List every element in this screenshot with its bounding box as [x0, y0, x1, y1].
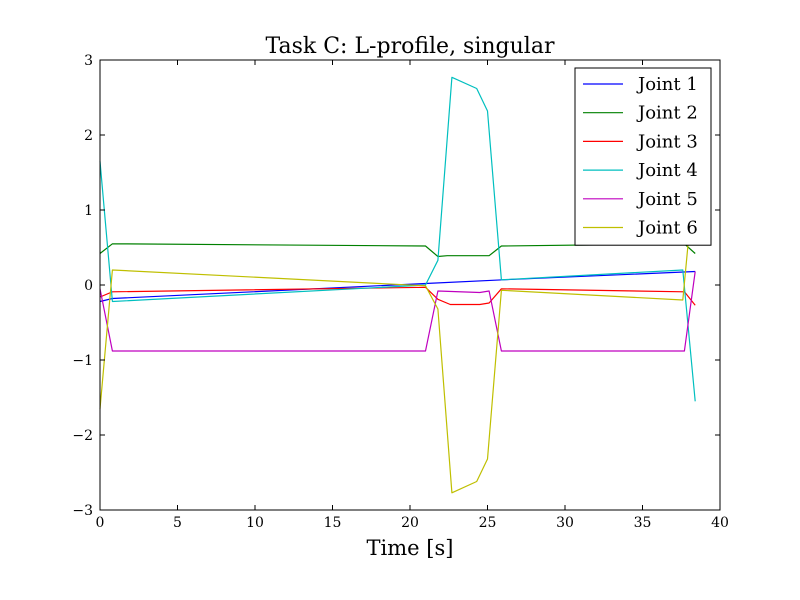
x-tick-label: 0	[96, 515, 105, 531]
plot-lines	[99, 76, 696, 494]
y-tick-label: 3	[84, 53, 93, 69]
legend: Joint 1 Joint 2 Joint 3 Joint 4 Joint 5 Joint…	[574, 67, 712, 246]
y-tick-label: −1	[72, 353, 93, 369]
x-tick-label: 30	[556, 515, 574, 531]
y-tick-label: −3	[72, 503, 93, 519]
x-tick-label: 35	[634, 515, 652, 531]
legend-label: Joint 1	[636, 74, 698, 95]
legend-label: Joint 5	[636, 189, 698, 210]
x-tick-label: 5	[173, 515, 182, 531]
x-axis-label: Time [s]	[367, 536, 454, 560]
x-tick-label: 25	[479, 515, 497, 531]
y-tick-label: −2	[72, 428, 93, 444]
legend-label: Joint 3	[636, 131, 698, 152]
legend-label: Joint 4	[636, 160, 698, 181]
series-line-joint-6	[99, 168, 696, 494]
y-tick-label: 0	[84, 278, 93, 294]
series-line-joint-3	[99, 286, 696, 306]
chart-title: Task C: L-profile, singular	[266, 34, 555, 59]
series-line-joint-1	[99, 270, 696, 303]
series-line-joint-2	[99, 243, 696, 258]
x-tick-label: 10	[246, 515, 264, 531]
y-tick-label: 1	[84, 203, 93, 219]
legend-label: Joint 2	[636, 103, 698, 124]
x-tick-label: 15	[324, 515, 342, 531]
series-line-joint-5	[99, 271, 696, 352]
x-tick-label: 40	[711, 515, 729, 531]
axis-ticks: 0 5 10 15 20 25 30 35 40 −3 −2 −1 0 1 2 3	[72, 53, 729, 531]
legend-label: Joint 6	[636, 218, 698, 239]
y-tick-label: 2	[84, 128, 93, 144]
series-line-joint-4	[99, 76, 696, 402]
legend-box	[574, 67, 712, 246]
x-tick-label: 20	[401, 515, 419, 531]
